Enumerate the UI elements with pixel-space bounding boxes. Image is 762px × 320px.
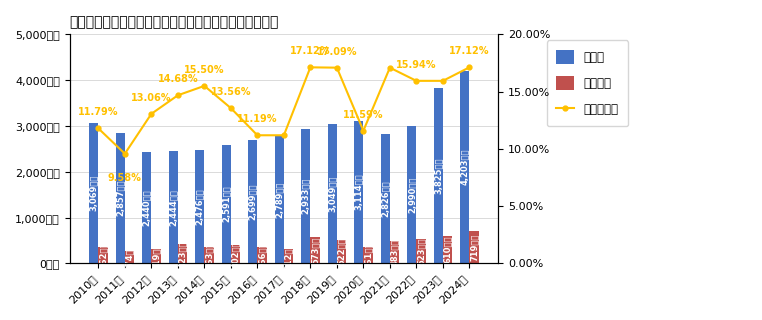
- Bar: [116, 132, 125, 263]
- Text: 523億円: 523億円: [417, 238, 425, 265]
- Bar: [231, 245, 240, 263]
- Text: 312億円: 312億円: [284, 243, 293, 270]
- Text: 2,789億円: 2,789億円: [275, 181, 283, 218]
- Text: 11.19%: 11.19%: [237, 114, 277, 124]
- Text: 573億円: 573億円: [310, 237, 319, 264]
- 営業利益率: [120, 152, 130, 156]
- Text: 319億円: 319億円: [152, 243, 161, 270]
- Bar: [142, 152, 152, 263]
- Text: 274億円: 274億円: [125, 244, 134, 271]
- Text: 13.56%: 13.56%: [210, 87, 251, 97]
- Text: 17.12%: 17.12%: [290, 46, 331, 56]
- Text: 17.09%: 17.09%: [317, 46, 357, 57]
- Text: 2,857億円: 2,857億円: [116, 180, 125, 216]
- Text: 3,049億円: 3,049億円: [328, 175, 337, 212]
- Bar: [274, 136, 284, 263]
- Text: 402億円: 402億円: [231, 241, 240, 268]
- Text: 2,699億円: 2,699億円: [248, 183, 258, 220]
- Bar: [248, 140, 258, 263]
- 営業利益率: [147, 112, 156, 116]
- Bar: [178, 244, 187, 263]
- Bar: [310, 237, 319, 263]
- Bar: [380, 134, 390, 263]
- 営業利益率: [226, 106, 235, 110]
- Text: 719億円: 719億円: [469, 233, 479, 261]
- Text: 15.50%: 15.50%: [184, 65, 225, 75]
- Text: 17.12%: 17.12%: [449, 46, 490, 56]
- Text: 2,826億円: 2,826億円: [381, 180, 389, 217]
- Text: 13.06%: 13.06%: [131, 93, 171, 103]
- Bar: [204, 247, 213, 263]
- 営業利益率: [306, 65, 315, 69]
- Text: 2,591億円: 2,591億円: [222, 186, 231, 222]
- Legend: 売上高, 営業利益, 営業利益率: 売上高, 営業利益, 営業利益率: [547, 40, 628, 126]
- Bar: [354, 121, 363, 263]
- 営業利益率: [280, 133, 289, 137]
- Bar: [195, 150, 204, 263]
- Text: 11.59%: 11.59%: [343, 109, 383, 120]
- Text: 363億円: 363億円: [204, 242, 213, 269]
- Bar: [98, 247, 107, 263]
- 営業利益率: [253, 133, 262, 137]
- Text: 4,203億円: 4,203億円: [460, 149, 469, 185]
- Bar: [152, 249, 161, 263]
- Bar: [416, 239, 426, 263]
- Text: 366億円: 366億円: [258, 241, 267, 269]
- Bar: [434, 88, 443, 263]
- Bar: [125, 251, 134, 263]
- 営業利益率: [200, 84, 209, 88]
- 営業利益率: [411, 79, 421, 83]
- Bar: [390, 241, 399, 263]
- Bar: [363, 247, 373, 263]
- Bar: [337, 240, 346, 263]
- Text: 9.58%: 9.58%: [108, 173, 142, 183]
- Text: 15.94%: 15.94%: [396, 60, 437, 70]
- Bar: [222, 145, 231, 263]
- Text: 3,069億円: 3,069億円: [89, 175, 98, 211]
- 営業利益率: [386, 66, 395, 69]
- Line: 営業利益率: 営業利益率: [96, 65, 472, 156]
- Bar: [407, 126, 416, 263]
- Bar: [469, 230, 479, 263]
- 営業利益率: [94, 126, 103, 130]
- Text: 2,933億円: 2,933億円: [301, 178, 310, 214]
- Text: 610億円: 610億円: [443, 236, 452, 263]
- Bar: [328, 124, 337, 263]
- Text: 2,444億円: 2,444億円: [168, 189, 178, 226]
- Text: 423億円: 423億円: [178, 240, 187, 268]
- Text: 3,825億円: 3,825億円: [434, 157, 443, 194]
- Bar: [284, 249, 293, 263]
- Text: 522億円: 522億円: [337, 238, 346, 265]
- Bar: [168, 151, 178, 263]
- 営業利益率: [332, 66, 341, 69]
- Bar: [258, 247, 267, 263]
- Text: 361億円: 361億円: [363, 241, 373, 269]
- 営業利益率: [359, 129, 368, 132]
- Text: クレディセゾンの売上高・営業利益・営業利益率の推移: クレディセゾンの売上高・営業利益・営業利益率の推移: [69, 15, 279, 29]
- Text: 2,990億円: 2,990億円: [407, 177, 416, 213]
- Text: 11.79%: 11.79%: [78, 107, 119, 117]
- Text: 3,114億円: 3,114億円: [354, 174, 363, 211]
- Text: 362億円: 362億円: [98, 241, 107, 269]
- Text: 483億円: 483億円: [390, 239, 399, 266]
- Text: 14.68%: 14.68%: [158, 74, 198, 84]
- Bar: [301, 129, 310, 263]
- Text: 2,476億円: 2,476億円: [195, 188, 204, 225]
- Bar: [89, 123, 98, 263]
- 営業利益率: [438, 79, 447, 83]
- 営業利益率: [173, 93, 182, 97]
- Text: 2,440億円: 2,440億円: [142, 189, 151, 226]
- Bar: [443, 236, 452, 263]
- Bar: [460, 71, 469, 263]
- 営業利益率: [465, 65, 474, 69]
